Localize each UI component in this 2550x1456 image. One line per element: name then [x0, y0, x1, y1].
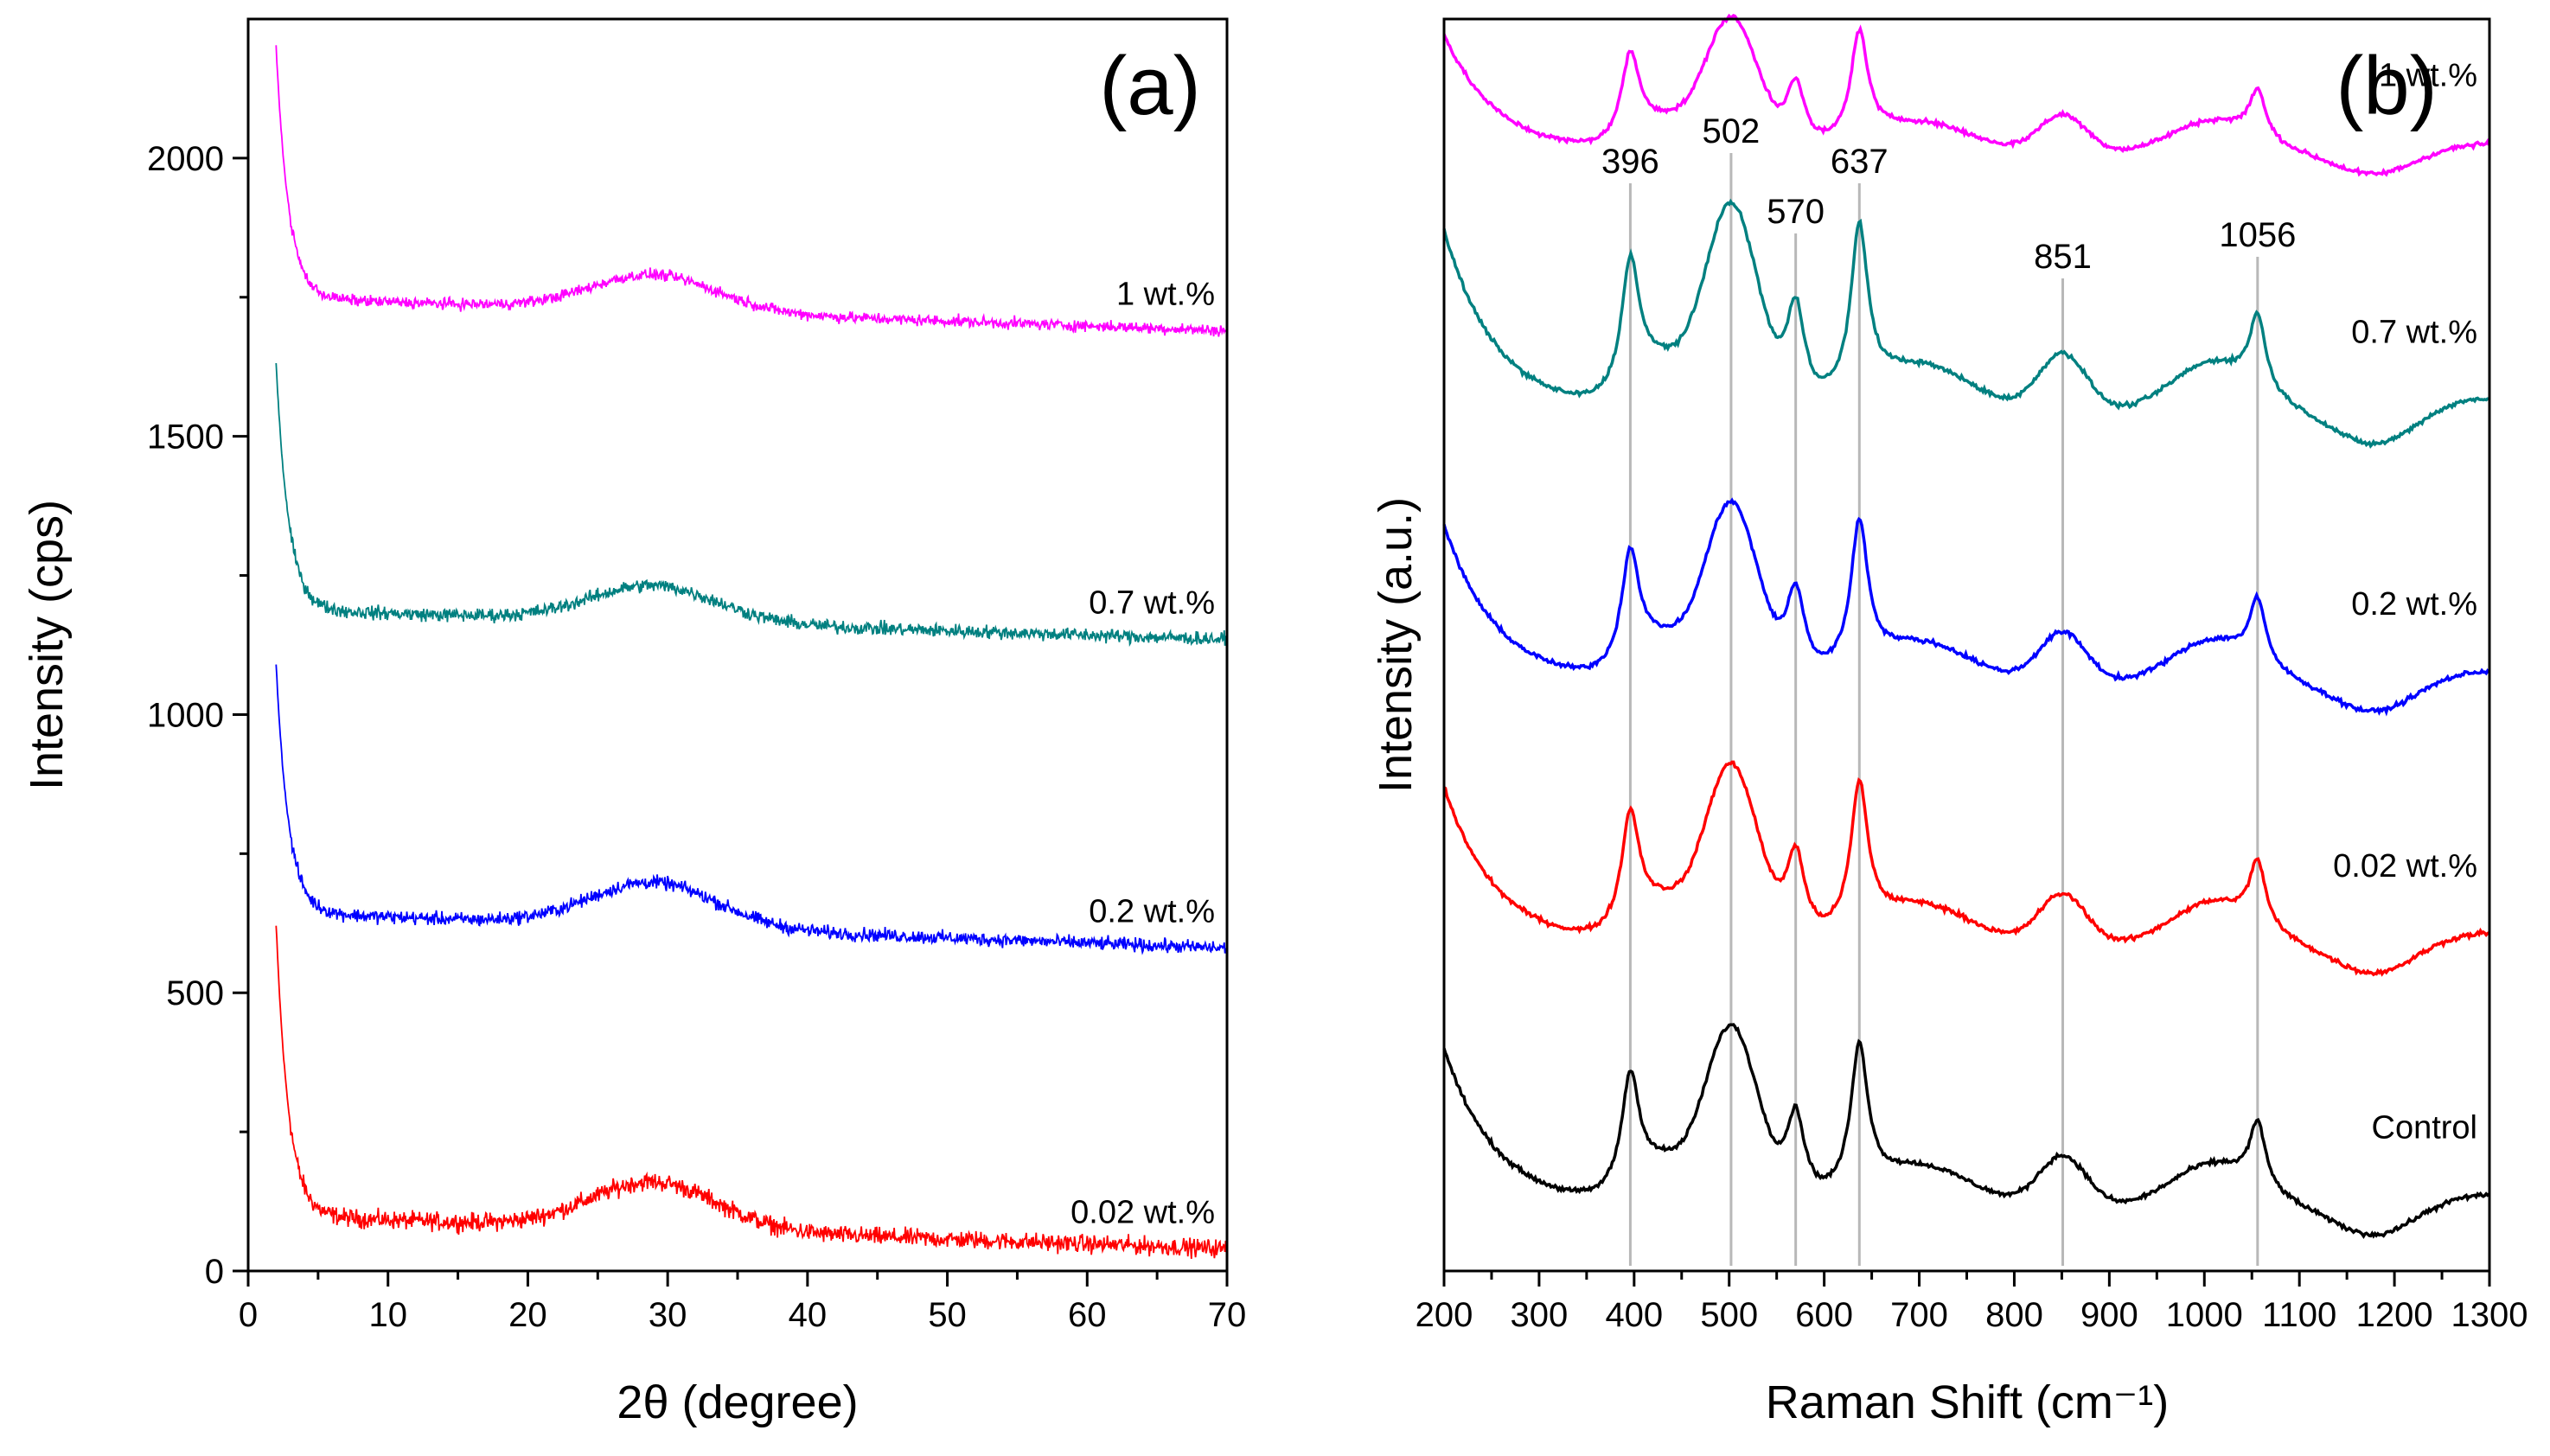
- panel-b-series-label: Control: [2372, 1110, 2478, 1146]
- panel-a-xrd: 0.02 wt.% 0.2 wt.% 0.7 wt.% 1 wt.% 0 10 20 30 4…: [21, 17, 1247, 1428]
- panel-a-x-tick-label: 50: [928, 1296, 967, 1334]
- panel-a-x-tick-label: 0: [239, 1296, 258, 1334]
- panel-a-series-line: [275, 925, 1228, 1260]
- panel-b-x-tick-label: 800: [1985, 1296, 2043, 1334]
- panel-b-peak-label: 637: [1831, 143, 1889, 181]
- panel-b-x-tick-label: 400: [1605, 1296, 1663, 1334]
- panel-b-series-line: [1442, 13, 2491, 177]
- panel-a-y-axis-title: Intensity (cps): [21, 500, 73, 790]
- panel-b-x-tick-label: 200: [1416, 1296, 1473, 1334]
- panel-b-label: (b): [2336, 40, 2437, 132]
- panel-a-label: (a): [1099, 40, 1200, 132]
- panel-a-x-tick-label: 70: [1208, 1296, 1247, 1334]
- panel-b-series-line: [1442, 198, 2489, 450]
- panel-a-x-axis-title: 2θ (degree): [617, 1376, 858, 1428]
- panel-b-x-tick-label: 300: [1511, 1296, 1569, 1334]
- panel-b-series-line: [1442, 497, 2490, 717]
- panel-b-peak-label: 502: [1703, 112, 1761, 150]
- panel-b-peak-label: 570: [1767, 193, 1825, 231]
- panel-b-x-tick-label: 1200: [2356, 1296, 2433, 1334]
- panel-b-x-tick-label: 600: [1795, 1296, 1853, 1334]
- panel-a-series-label: 0.02 wt.%: [1070, 1194, 1215, 1230]
- panel-b-series-label: 0.2 wt.%: [2351, 586, 2477, 623]
- panel-b-x-tick-label: 1300: [2451, 1296, 2528, 1334]
- panel-b-x-axis-title: Raman Shift (cm⁻¹): [1766, 1376, 2170, 1428]
- panel-b-peak-label: 851: [2034, 238, 2092, 276]
- panel-a-x-tick-label: 10: [368, 1296, 407, 1334]
- panel-b-peak-label: 1056: [2219, 216, 2296, 254]
- panel-a-y-tick-label: 1500: [147, 418, 224, 457]
- panel-a-y-tick-label: 2000: [147, 140, 224, 178]
- panel-a-y-tick-label: 1000: [147, 696, 224, 734]
- panel-a-x-tick-label: 60: [1068, 1296, 1107, 1334]
- panel-a-series-line: [275, 362, 1228, 648]
- panel-b-x-tick-label: 700: [1890, 1296, 1948, 1334]
- panel-b-x-tick-label: 1100: [2262, 1296, 2336, 1334]
- panel-b-frame: [1442, 17, 2491, 1273]
- panel-a-series-label: 1 wt.%: [1116, 276, 1215, 312]
- panel-a-frame: [246, 17, 1229, 1273]
- panel-a-x-tick-label: 30: [649, 1296, 687, 1334]
- panel-a-series-label: 0.2 wt.%: [1089, 894, 1215, 930]
- panel-a-x-tick-label: 40: [789, 1296, 828, 1334]
- panel-a-y-tick-label: 0: [205, 1253, 224, 1291]
- panel-b-raman: Control 0.02 wt.% 0.2 wt.% 0.7 wt.% 1 wt.% 3…: [1370, 13, 2528, 1428]
- panel-a-x-tick-label: 20: [508, 1296, 547, 1334]
- panel-b-series-line: [1442, 1023, 2490, 1240]
- panel-b-series-label: 0.02 wt.%: [2333, 848, 2477, 884]
- panel-b-series-label: 1 wt.%: [2379, 58, 2477, 94]
- panel-a-y-tick-label: 500: [166, 974, 224, 1012]
- panel-b-x-tick-label: 500: [1700, 1296, 1758, 1334]
- panel-a-series-line: [275, 664, 1228, 955]
- panel-b-x-tick-label: 900: [2080, 1296, 2138, 1334]
- panel-b-x-tick-label: 1000: [2166, 1296, 2243, 1334]
- panel-b-series-line: [1442, 760, 2490, 977]
- panel-a-series-label: 0.7 wt.%: [1089, 585, 1215, 622]
- panel-b-peak-label: 396: [1601, 143, 1659, 181]
- panel-b-y-axis-title: Intensity (a.u.): [1370, 497, 1422, 793]
- panel-b-series-label: 0.7 wt.%: [2351, 314, 2477, 350]
- panel-a-series-line: [275, 45, 1228, 337]
